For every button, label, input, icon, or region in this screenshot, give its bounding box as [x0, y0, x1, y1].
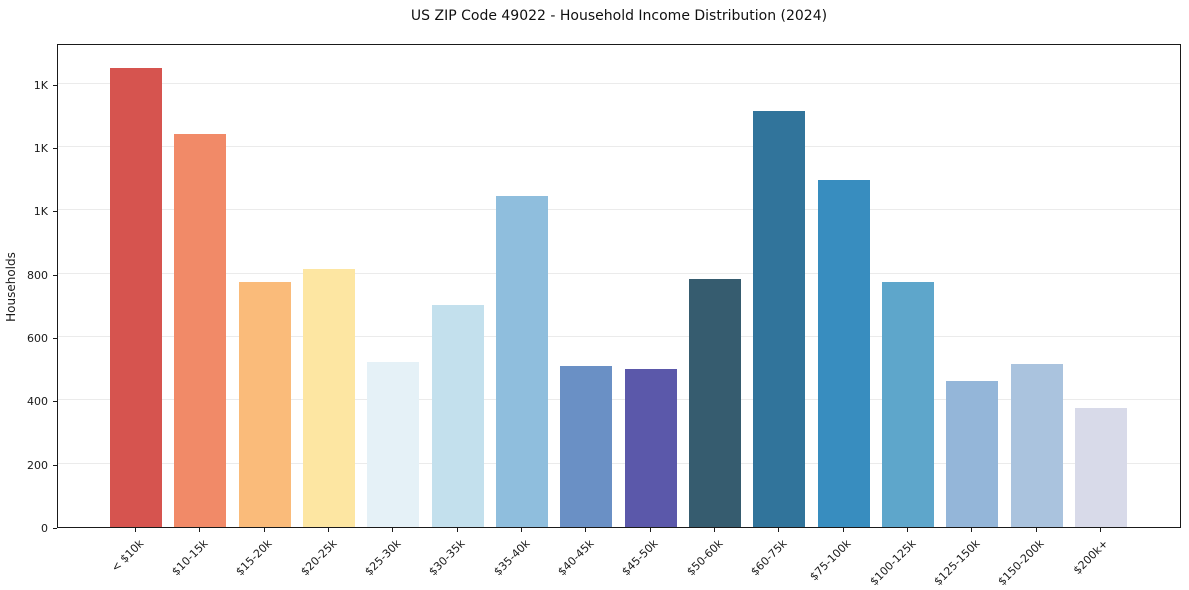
- x-tick-label: $150-200k: [995, 537, 1047, 589]
- bar-$35-40k: [496, 196, 548, 527]
- bar-$150-200k: [1010, 364, 1063, 527]
- x-tick-mark: [842, 528, 844, 532]
- y-tick-label: 1K: [33, 142, 48, 156]
- x-tick-label: $15-20k: [233, 537, 275, 579]
- bar-$100-125k: [882, 282, 934, 527]
- x-tick-mark: [1100, 528, 1101, 532]
- gridline: [58, 82, 1180, 84]
- x-tick-mark: [135, 528, 136, 532]
- x-tick-mark: [778, 528, 780, 532]
- x-tick-mark: [328, 528, 329, 532]
- y-axis-title: Households: [4, 252, 18, 322]
- y-tick-mark: [53, 401, 57, 403]
- x-tick-mark: [1035, 528, 1037, 532]
- x-tick-label: $35-40k: [490, 537, 533, 579]
- x-tick-label: $100-125k: [867, 537, 919, 589]
- y-tick-label: 200: [27, 458, 48, 472]
- bar-$50-60k: [689, 279, 741, 527]
- x-tick-mark: [649, 528, 651, 532]
- gridline: [58, 336, 1180, 338]
- x-tick-label: $30-35k: [426, 537, 468, 579]
- bar-$125-150k: [946, 381, 999, 527]
- x-tick-label: $125-150k: [931, 537, 983, 589]
- x-tick-mark: [199, 528, 201, 532]
- x-tick-mark: [971, 528, 973, 532]
- bar-$75-100k: [817, 180, 870, 527]
- x-tick-label: $60-75k: [748, 537, 790, 579]
- x-tick-label: $10-15k: [169, 537, 211, 579]
- y-tick-mark: [53, 211, 57, 213]
- bar-< $10k: [110, 68, 162, 527]
- gridline: [58, 272, 1180, 274]
- x-tick-mark: [585, 528, 587, 532]
- x-tick-mark: [907, 528, 908, 532]
- bar-$60-75k: [753, 111, 806, 527]
- y-tick-mark: [53, 464, 57, 466]
- bar-$20-25k: [303, 269, 355, 527]
- x-tick-label: $40-45k: [555, 537, 597, 579]
- bar-$15-20k: [238, 282, 291, 527]
- bar-$30-35k: [431, 305, 484, 527]
- x-tick-label: $50-60k: [683, 537, 726, 579]
- bar-$200k+: [1075, 408, 1127, 527]
- gridline: [58, 462, 1180, 464]
- bar-$10-15k: [174, 134, 227, 527]
- y-tick-label: 1K: [33, 78, 48, 92]
- y-tick-mark: [53, 274, 57, 276]
- x-tick-label: $45-50k: [619, 537, 661, 579]
- gridline: [58, 399, 1180, 401]
- x-tick-mark: [263, 528, 265, 532]
- chart-title: US ZIP Code 49022 - Household Income Dis…: [410, 8, 828, 24]
- y-tick-label: 600: [27, 332, 48, 346]
- y-tick-mark: [53, 528, 57, 529]
- x-tick-label: < $10k: [108, 537, 147, 575]
- y-tick-mark: [53, 84, 57, 86]
- x-tick-label: $75-100k: [807, 537, 854, 584]
- x-tick-mark: [456, 528, 458, 532]
- plot-area: [57, 44, 1181, 528]
- y-tick-label: 1K: [33, 205, 48, 219]
- bar-$40-45k: [560, 366, 613, 527]
- gridline: [58, 209, 1180, 211]
- y-tick-label: 400: [27, 395, 48, 409]
- x-tick-label: $20-25k: [297, 537, 340, 579]
- x-tick-label: $200k+: [1071, 537, 1112, 578]
- x-tick-label: $25-30k: [362, 537, 404, 579]
- gridline: [58, 146, 1180, 148]
- y-tick-mark: [53, 148, 57, 150]
- y-tick-label: 0: [41, 522, 48, 535]
- bar-$45-50k: [624, 369, 677, 527]
- x-tick-mark: [714, 528, 715, 532]
- y-tick-mark: [53, 338, 57, 340]
- bar-$25-30k: [367, 362, 420, 527]
- y-tick-label: 800: [27, 268, 48, 282]
- x-tick-mark: [392, 528, 394, 532]
- x-tick-mark: [521, 528, 522, 532]
